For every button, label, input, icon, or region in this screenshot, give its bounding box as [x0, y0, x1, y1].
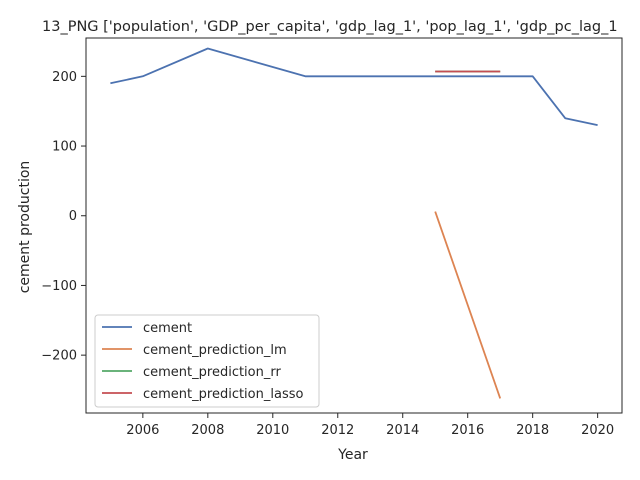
- x-tick-label: 2006: [126, 423, 159, 438]
- x-axis-label: Year: [337, 447, 368, 463]
- y-tick-label: 100: [52, 140, 77, 155]
- plot-frame: [85, 37, 623, 414]
- legend-label: cement_prediction_rr: [143, 365, 281, 380]
- y-tick-label: −100: [41, 279, 77, 294]
- x-tick-label: 2008: [191, 423, 224, 438]
- plot-area: [110, 47, 598, 399]
- y-tick-label: 200: [52, 70, 77, 85]
- x-tick-label: 2010: [256, 423, 289, 438]
- legend-box: [94, 314, 320, 408]
- y-axis-label: cement production: [17, 161, 33, 294]
- x-tick-label: 2012: [321, 423, 354, 438]
- series-line-0: [110, 47, 598, 126]
- chart-title: 13_PNG ['population', 'GDP_per_capita', …: [42, 19, 618, 35]
- legend-label: cement_prediction_lm: [143, 343, 287, 358]
- legend-label: cement: [143, 321, 192, 336]
- y-tick-label: −200: [41, 349, 77, 364]
- y-tick-label: 0: [69, 209, 77, 224]
- x-tick-label: 2018: [516, 423, 549, 438]
- series-line-1: [434, 211, 502, 399]
- x-tick-label: 2014: [386, 423, 419, 438]
- legend-label: cement_prediction_lasso: [143, 387, 303, 402]
- x-tick-label: 2020: [581, 423, 614, 438]
- axes: 2006 2008 2010 2012 2014 2016 2018 2020 −200 −100…: [41, 37, 623, 438]
- x-tick-label: 2016: [451, 423, 484, 438]
- legend: cement cement_prediction_lm cement_predict…: [94, 314, 320, 408]
